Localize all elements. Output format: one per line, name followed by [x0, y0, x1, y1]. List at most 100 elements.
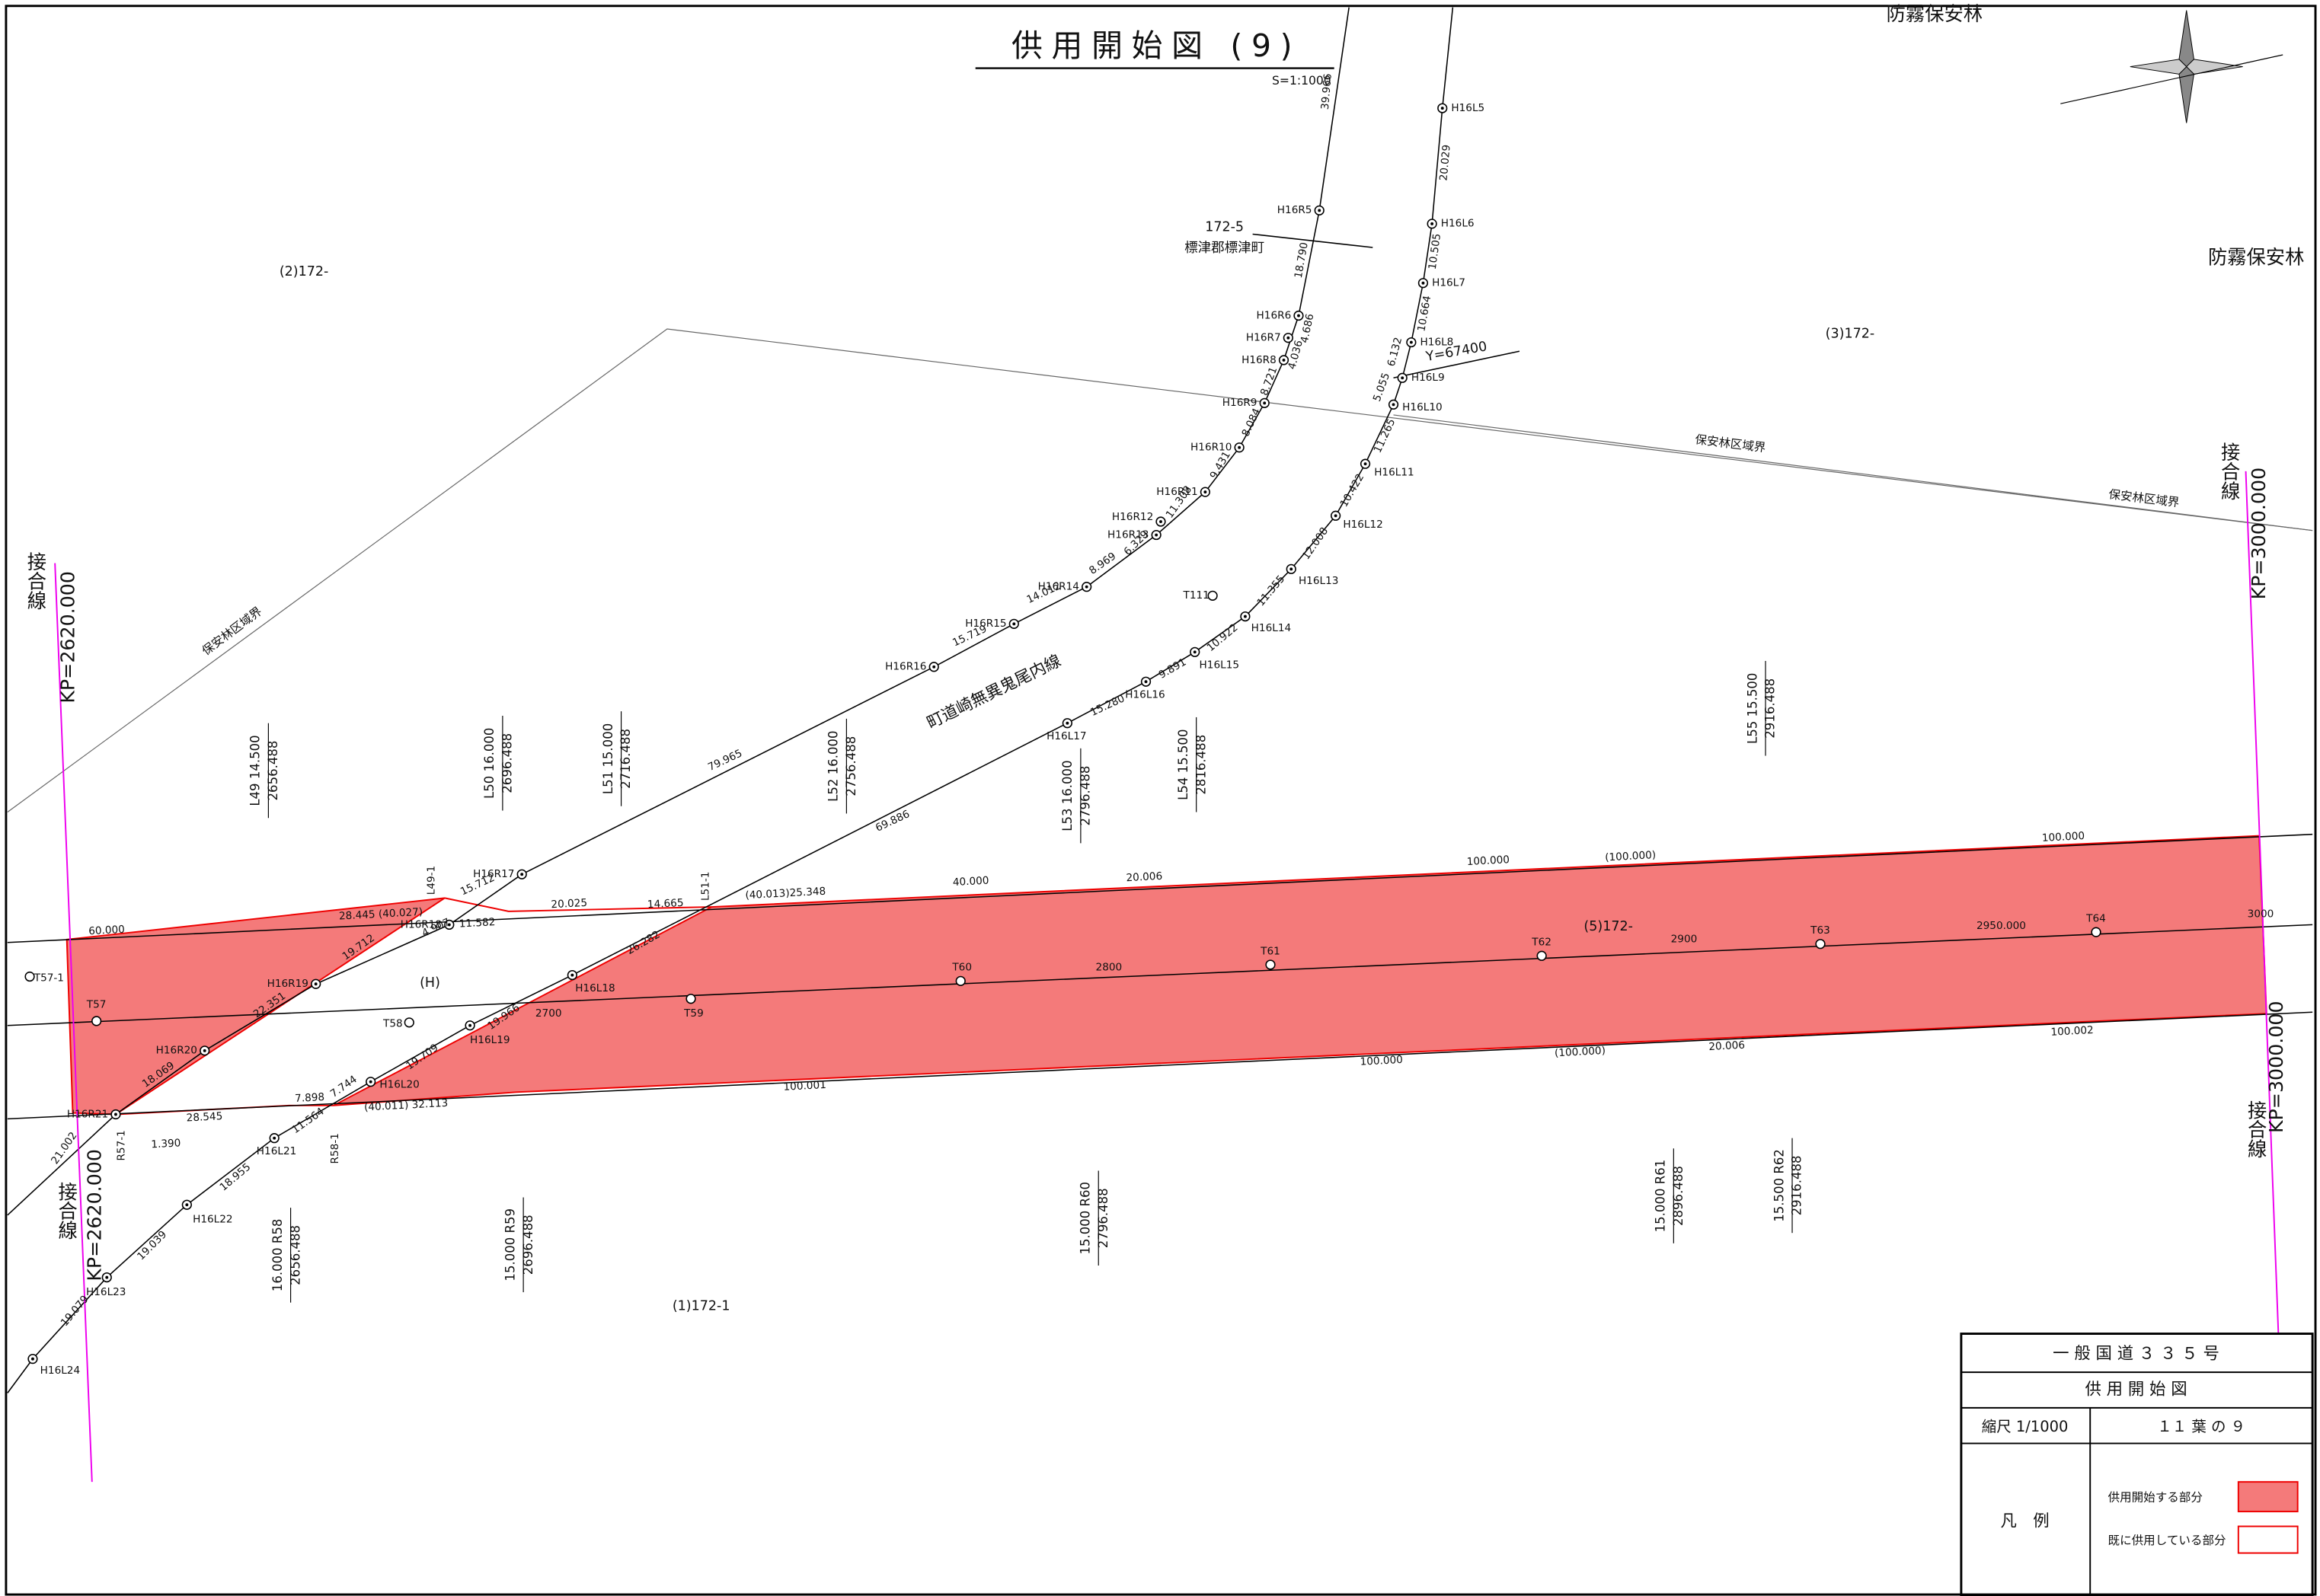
- survey-point-center: [447, 923, 451, 927]
- dimension: 79.965: [706, 747, 744, 774]
- dimension: 39.966: [1319, 73, 1334, 110]
- point-label: H16R17: [473, 868, 514, 880]
- dimension: 1.390: [151, 1137, 181, 1151]
- point-label: H16R10: [1190, 442, 1232, 454]
- survey-point-center: [1363, 462, 1367, 466]
- junction-label: 接合線: [56, 1182, 78, 1240]
- dimension: 40.000: [952, 875, 989, 889]
- title-block: [1960, 1333, 2314, 1596]
- station: 15.000 R61: [1654, 1160, 1668, 1233]
- point-label: T63: [1810, 924, 1830, 937]
- road-line: [7, 7, 1454, 1393]
- point-label: H16R7: [1246, 332, 1281, 344]
- station: 15.500 R62: [1772, 1149, 1786, 1222]
- survey-point-center: [273, 1136, 276, 1140]
- point-label: H16R21: [67, 1108, 108, 1120]
- survey-point-center: [570, 973, 574, 977]
- point-label: H16L9: [1411, 372, 1445, 384]
- survey-point-center: [1243, 614, 1247, 618]
- point-label: T61: [1260, 945, 1280, 957]
- parcel: (1)172-1: [673, 1298, 730, 1314]
- boundary-label: 保安林区域界: [1695, 433, 1767, 455]
- dimension: 20.025: [551, 897, 587, 911]
- point-label: H16L24: [40, 1365, 80, 1377]
- junction-kp: KP=3000.000: [2248, 468, 2270, 600]
- point-label: T62: [1531, 937, 1551, 949]
- centerline: [7, 924, 2313, 1026]
- station: L49 14.500: [248, 735, 263, 806]
- parcel: (2)172-: [280, 264, 329, 279]
- forest: 防霧保安林: [2208, 246, 2304, 268]
- station: L53 16.000: [1060, 760, 1075, 831]
- dimension: 15.280: [1088, 692, 1126, 719]
- point-label: H16L18: [575, 982, 615, 994]
- survey-point-center: [1318, 209, 1321, 212]
- survey-point: [685, 994, 696, 1004]
- survey-point-center: [1392, 403, 1395, 407]
- chainage: 2700: [535, 1007, 562, 1020]
- survey-point-center: [185, 1203, 189, 1207]
- dimension: 20.006: [1708, 1039, 1745, 1053]
- scale: S=1:1000: [1272, 74, 1331, 88]
- point-label: R57-1: [116, 1130, 128, 1160]
- survey-point: [1536, 950, 1547, 961]
- survey-point-center: [520, 873, 524, 876]
- dimension: 100.001: [783, 1079, 826, 1093]
- chainage: 3000: [2248, 908, 2274, 921]
- station: 2796.488: [1096, 1188, 1110, 1248]
- survey-point-center: [1144, 680, 1148, 684]
- survey-point-center: [1297, 314, 1300, 318]
- parcel: (3)172-: [1826, 327, 1875, 342]
- point-label: H16R15: [965, 618, 1006, 630]
- junction-kp: KP=2620.000: [83, 1149, 105, 1282]
- road-name: 町道崎無異鬼尾内線: [924, 651, 1064, 733]
- survey-point-center: [1440, 107, 1444, 110]
- point-label: H16L7: [1432, 277, 1465, 289]
- station: 2716.488: [618, 729, 633, 789]
- point-label: L49-1: [425, 866, 437, 895]
- dimension: 19.039: [135, 1228, 169, 1262]
- junction-kp: KP=3000.000: [2265, 1001, 2287, 1133]
- compass: [2060, 10, 2283, 123]
- point-label: H16L14: [1251, 622, 1291, 634]
- tb-scale: 縮尺 1/1000: [1982, 1418, 2069, 1435]
- survey-point-center: [1159, 520, 1162, 523]
- parcel: (5)172-: [1583, 919, 1633, 934]
- point-label: H16R20: [156, 1045, 197, 1057]
- dimension: 8.721: [1258, 365, 1280, 397]
- survey-point-center: [1066, 721, 1069, 725]
- junction-line: [54, 563, 93, 1483]
- point-label: H16R5: [1277, 204, 1312, 216]
- junction-line: [2245, 471, 2280, 1334]
- dimension: 9.431: [1208, 449, 1233, 481]
- station: 2756.488: [844, 736, 858, 796]
- legend-item: 供用開始する部分: [2108, 1490, 2203, 1504]
- title: 供用開始図 (9): [1011, 27, 1301, 64]
- point-label: H16R13: [1107, 528, 1149, 541]
- station: 2656.488: [266, 741, 280, 801]
- survey-point-center: [1409, 340, 1413, 344]
- survey-point-center: [1289, 567, 1293, 571]
- survey-point-center: [1203, 490, 1207, 494]
- tb-legend-title: 凡 例: [2000, 1512, 2049, 1531]
- tb-sheet: １１ 葉 の ９: [2157, 1418, 2245, 1435]
- leader: [1252, 233, 1373, 248]
- dimension: 100.000: [1360, 1054, 1403, 1068]
- survey-point-center: [1193, 650, 1197, 654]
- dimension: 20.029: [1437, 144, 1452, 181]
- station: 2896.488: [1671, 1166, 1686, 1226]
- dimension: 100.002: [2050, 1024, 2094, 1039]
- dimension: 10.922: [1205, 621, 1241, 654]
- point-label: H16L10: [1402, 401, 1442, 413]
- point-label: H16L6: [1441, 218, 1475, 230]
- dimension: 8.084: [1239, 407, 1263, 439]
- point-label: H16R6: [1257, 309, 1292, 321]
- survey-point-center: [1282, 358, 1286, 362]
- station: 2796.488: [1079, 766, 1093, 826]
- point-label: H16L16: [1125, 689, 1165, 701]
- survey-point: [1265, 959, 1276, 970]
- edge: [444, 897, 712, 912]
- dimension: 18.790: [1293, 241, 1311, 279]
- survey-point-center: [105, 1275, 109, 1279]
- point-label: H16L13: [1299, 575, 1338, 587]
